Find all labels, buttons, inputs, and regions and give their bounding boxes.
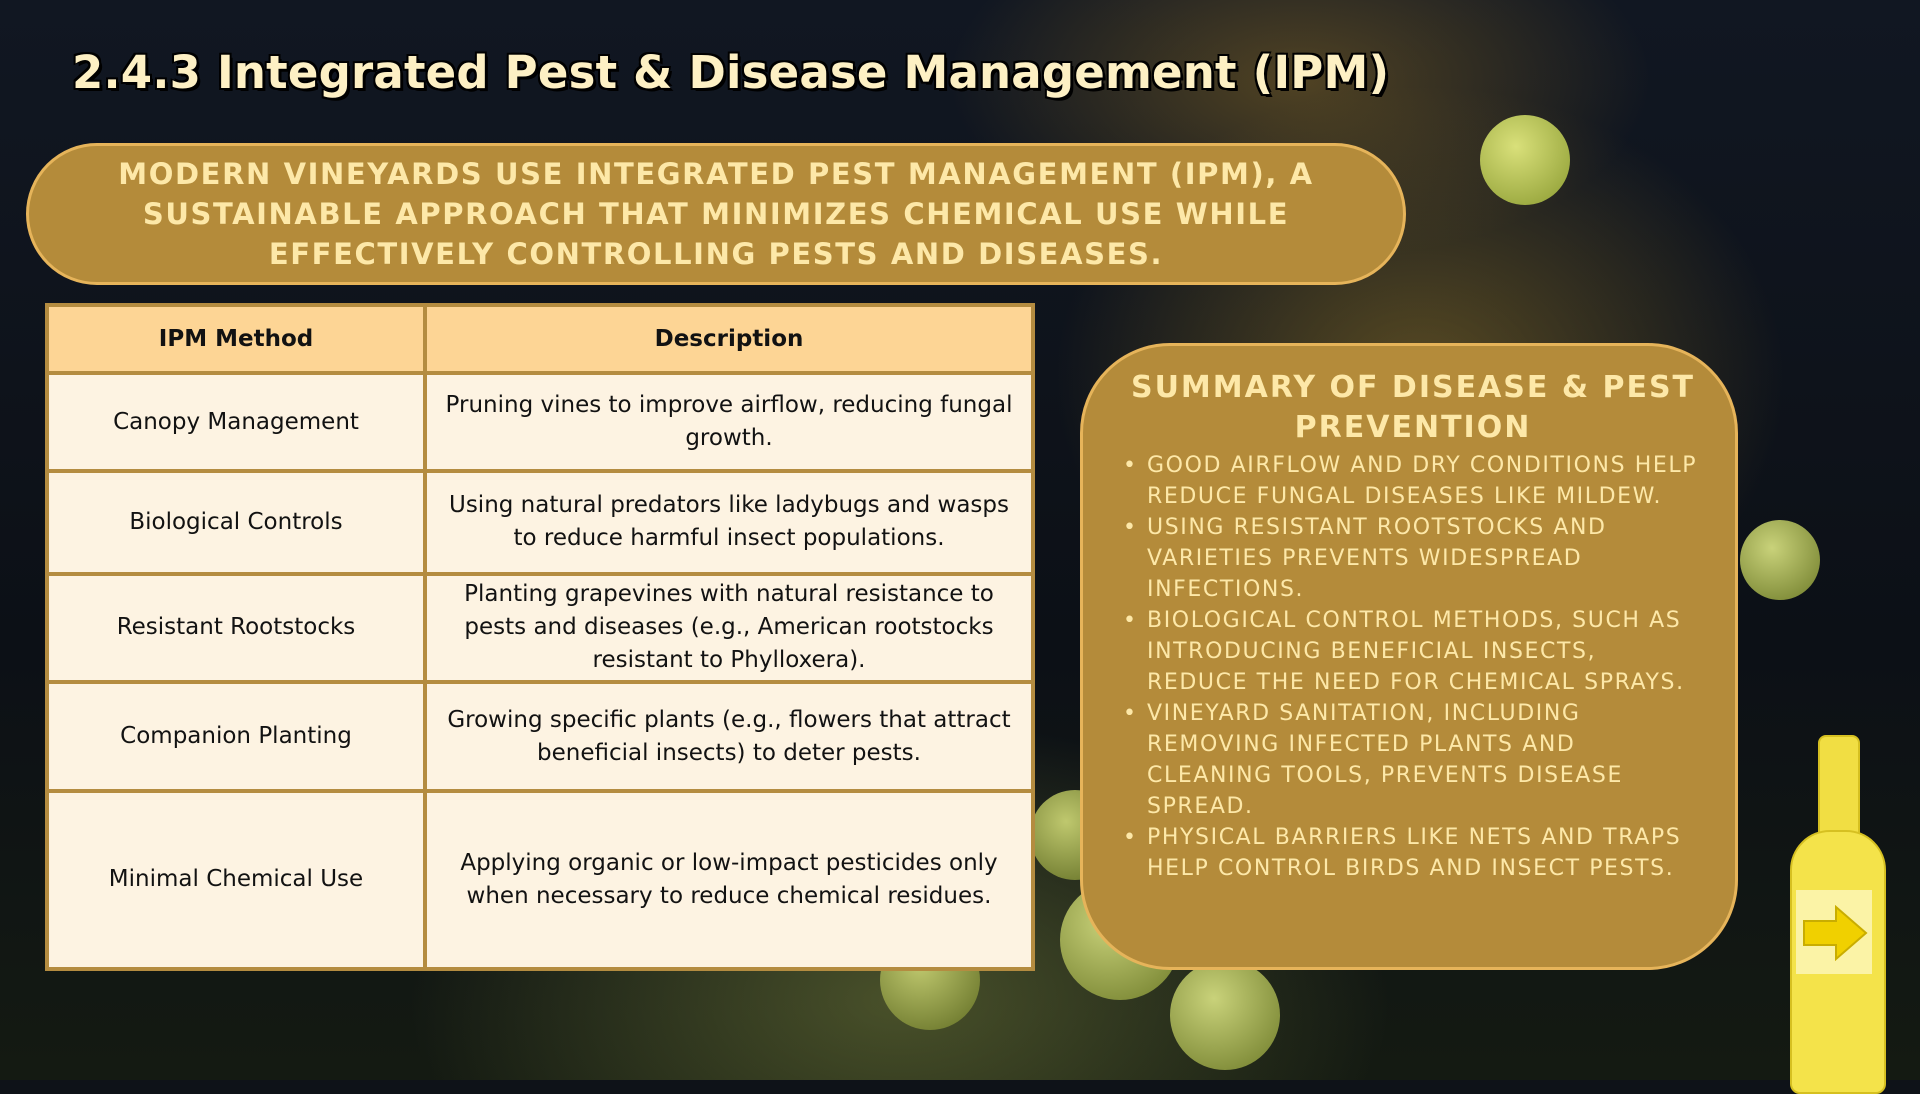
table-row: Resistant Rootstocks Planting grapevines… — [45, 571, 1035, 685]
column-header-method: IPM Method — [45, 303, 427, 375]
summary-list: Good airflow and dry conditions help red… — [1121, 450, 1705, 884]
description-cell: Pruning vines to improve airflow, reduci… — [423, 370, 1035, 474]
list-item: Good airflow and dry conditions help red… — [1123, 450, 1705, 512]
grape-decoration — [1480, 115, 1570, 205]
table-row: Minimal Chemical Use Applying organic or… — [45, 788, 1035, 972]
table-row: Biological Controls Using natural predat… — [45, 469, 1035, 576]
method-cell: Minimal Chemical Use — [45, 788, 427, 972]
slide-title: 2.4.3 Integrated Pest & Disease Manageme… — [72, 46, 1390, 99]
method-cell: Biological Controls — [45, 469, 427, 576]
summary-heading: Summary of Disease & Pest Prevention — [1130, 370, 1696, 445]
table-row: Companion Planting Growing specific plan… — [45, 680, 1035, 793]
description-cell: Planting grapevines with natural resista… — [423, 571, 1035, 685]
grape-decoration — [1740, 520, 1820, 600]
column-header-description: Description — [423, 303, 1035, 375]
summary-panel: Summary of Disease & Pest Prevention Goo… — [1080, 343, 1738, 970]
grape-decoration — [1170, 960, 1280, 1070]
list-item: Vineyard sanitation, including removing … — [1123, 698, 1705, 822]
list-item: Using resistant rootstocks and varieties… — [1123, 512, 1705, 605]
arrow-right-icon — [1803, 905, 1868, 961]
list-item: Physical barriers like nets and traps he… — [1123, 822, 1705, 884]
description-cell: Using natural predators like ladybugs an… — [423, 469, 1035, 576]
description-cell: Applying organic or low-impact pesticide… — [423, 788, 1035, 972]
method-cell: Canopy Management — [45, 370, 427, 474]
table-header-row: IPM Method Description — [45, 303, 1035, 375]
list-item: Biological control methods, such as intr… — [1123, 605, 1705, 698]
next-slide-button[interactable] — [1788, 735, 1886, 1094]
table-row: Canopy Management Pruning vines to impro… — [45, 370, 1035, 474]
description-cell: Growing specific plants (e.g., flowers t… — [423, 680, 1035, 793]
method-cell: Resistant Rootstocks — [45, 571, 427, 685]
method-cell: Companion Planting — [45, 680, 427, 793]
intro-banner: Modern vineyards use Integrated Pest Man… — [26, 143, 1406, 285]
ipm-table: IPM Method Description Canopy Management… — [45, 303, 1035, 972]
